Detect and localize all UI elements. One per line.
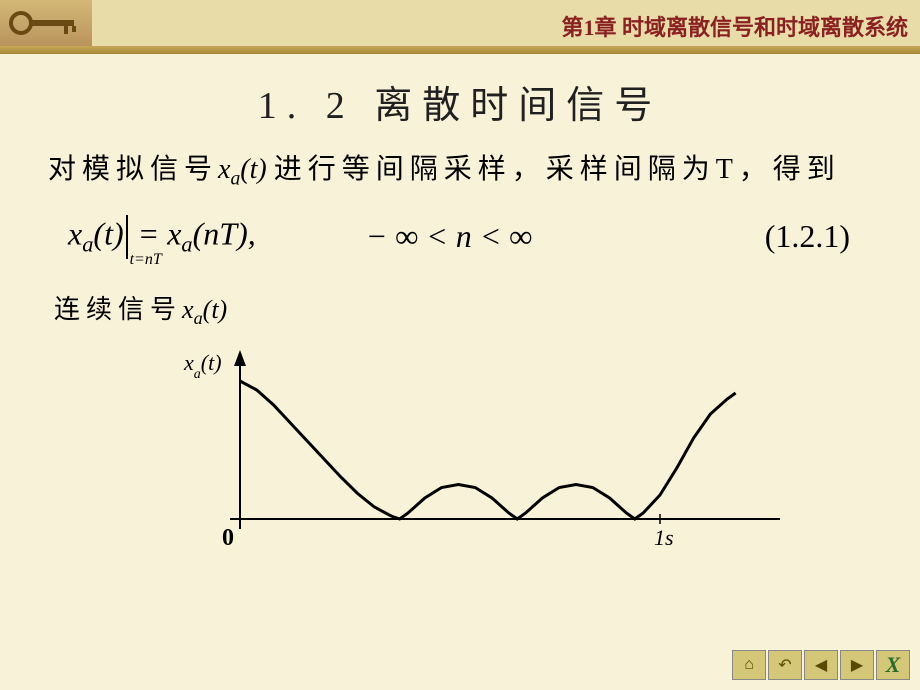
next-button[interactable]: ▶ bbox=[840, 650, 874, 680]
eq-lhs-arg: (t) bbox=[93, 215, 123, 251]
gold-divider bbox=[0, 46, 920, 54]
signal-chart-svg: 1s0xa(t)t bbox=[180, 339, 780, 559]
eval-bar-sub: t=nT bbox=[130, 251, 162, 269]
back-button[interactable]: ↶ bbox=[768, 650, 802, 680]
eq-rhs-arg: (nT), bbox=[193, 215, 256, 251]
svg-text:xa(t): xa(t) bbox=[183, 350, 222, 382]
equation-number: (1.2.1) bbox=[765, 218, 880, 255]
key-icon bbox=[0, 0, 92, 46]
chapter-title: 第1章 时域离散信号和时域离散系统 bbox=[561, 10, 908, 42]
cont-math: xa(t) bbox=[182, 295, 227, 324]
equation-body: xa(t)t=nT = xa(nT), bbox=[68, 215, 256, 259]
equation-1-2-1: xa(t)t=nT = xa(nT), − ∞ < n < ∞ (1.2.1) bbox=[40, 215, 880, 259]
desc-pre: 对模拟信号 bbox=[48, 154, 218, 185]
sub-a: a bbox=[230, 169, 240, 190]
eq-lhs-var: x bbox=[68, 215, 82, 251]
section-title: 1. 2 离散时间信号 bbox=[40, 74, 880, 129]
slide-header: 第1章 时域离散信号和时域离散系统 bbox=[0, 0, 920, 46]
svg-text:0: 0 bbox=[222, 525, 234, 551]
desc-math: xa(t) bbox=[218, 154, 274, 185]
continuous-signal-label: 连续信号xa(t) bbox=[40, 289, 880, 329]
eq-lhs-sub: a bbox=[82, 231, 93, 256]
nav-button-group: ⌂ ↶ ◀ ▶ X bbox=[732, 650, 910, 680]
eval-bar: t=nT bbox=[126, 215, 128, 259]
svg-text:1s: 1s bbox=[654, 525, 674, 550]
arg-t: (t) bbox=[240, 154, 273, 185]
home-button[interactable]: ⌂ bbox=[732, 650, 766, 680]
exit-button[interactable]: X bbox=[876, 650, 910, 680]
cont-sub: a bbox=[194, 308, 203, 328]
slide-content: 1. 2 离散时间信号 对模拟信号xa(t) 进行等间隔采样，采样间隔为T，得到… bbox=[0, 54, 920, 584]
prev-button[interactable]: ◀ bbox=[804, 650, 838, 680]
eq-rhs-var: x bbox=[167, 215, 181, 251]
signal-chart: 1s0xa(t)t bbox=[180, 339, 880, 564]
desc-post: 进行等间隔采样，采样间隔为T，得到 bbox=[274, 154, 841, 185]
cont-var: x bbox=[182, 295, 194, 324]
equation-condition: − ∞ < n < ∞ bbox=[366, 218, 532, 255]
eq-equals: = bbox=[130, 215, 168, 251]
eq-rhs-sub: a bbox=[181, 231, 192, 256]
sampling-description: 对模拟信号xa(t) 进行等间隔采样，采样间隔为T，得到 bbox=[40, 147, 880, 191]
cont-pre: 连续信号 bbox=[54, 295, 182, 324]
cont-arg: (t) bbox=[203, 295, 228, 324]
var-x: x bbox=[218, 154, 230, 185]
